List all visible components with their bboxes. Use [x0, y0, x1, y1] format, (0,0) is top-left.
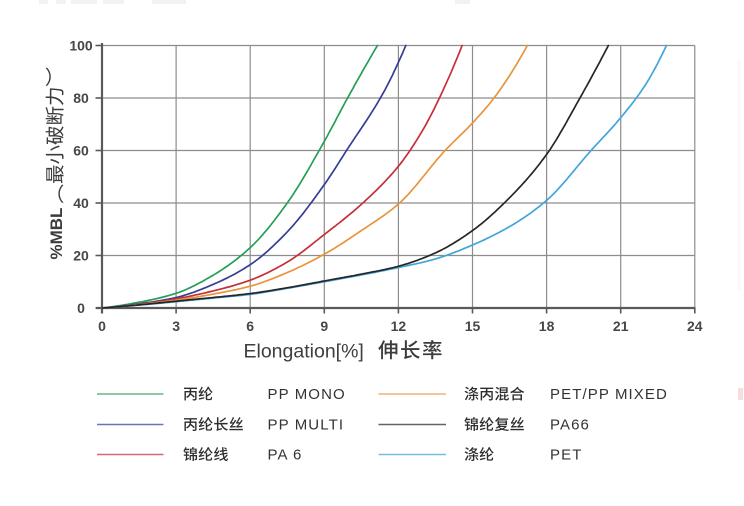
svg-text:PA66: PA66 [550, 416, 590, 433]
svg-text:PA 6: PA 6 [268, 446, 303, 463]
svg-text:24: 24 [687, 318, 703, 334]
svg-text:3: 3 [172, 318, 180, 334]
svg-text:%MBL: %MBL [47, 208, 66, 260]
svg-text:12: 12 [391, 318, 407, 334]
svg-text:100: 100 [69, 37, 93, 53]
svg-text:0: 0 [98, 318, 106, 334]
svg-text:PET: PET [550, 446, 582, 463]
svg-text:PP MONO: PP MONO [268, 386, 346, 403]
svg-text:15: 15 [465, 318, 481, 334]
svg-text:0: 0 [77, 300, 85, 316]
svg-text:60: 60 [73, 142, 89, 158]
svg-text:20: 20 [73, 247, 89, 263]
svg-text:Elongation[%]: Elongation[%] [244, 341, 364, 363]
svg-text:PET/PP MIXED: PET/PP MIXED [550, 386, 668, 403]
svg-text:18: 18 [539, 318, 555, 334]
svg-text:9: 9 [320, 318, 328, 334]
svg-text:21: 21 [613, 318, 629, 334]
svg-text:6: 6 [246, 318, 254, 334]
svg-text:40: 40 [73, 195, 89, 211]
svg-text:80: 80 [73, 90, 89, 106]
svg-text:PP MULTI: PP MULTI [268, 416, 345, 433]
